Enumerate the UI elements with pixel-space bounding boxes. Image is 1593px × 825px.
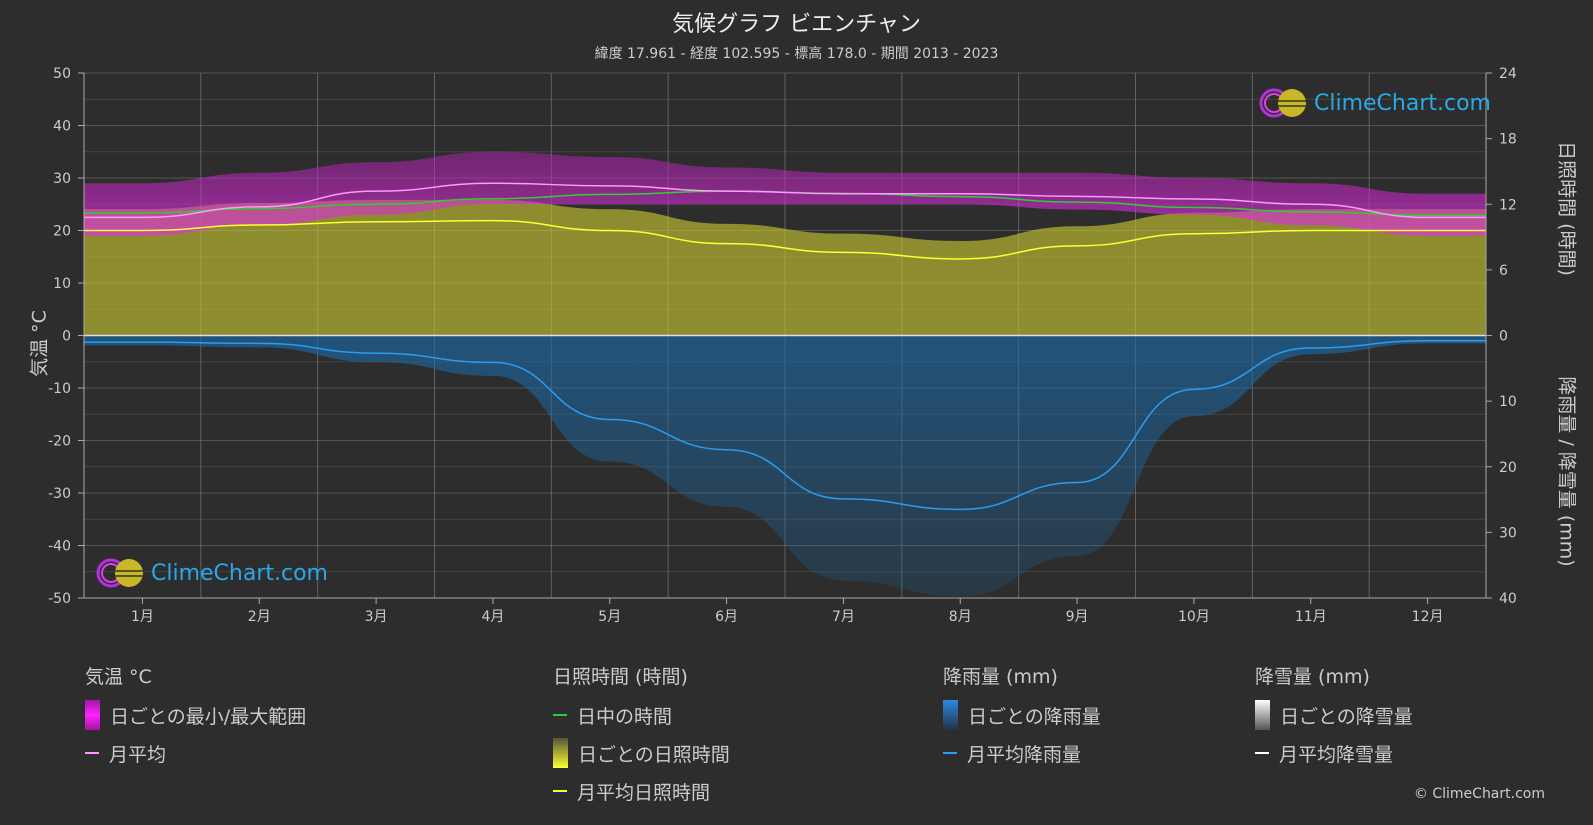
y-tick-label-temperature: -20 bbox=[48, 434, 71, 450]
y-tick-label-temperature: -50 bbox=[48, 591, 71, 607]
x-tick-label-month: 12月 bbox=[1412, 609, 1444, 625]
y-tick-label-precipitation: 40 bbox=[1499, 591, 1517, 607]
legend-rain: 降雨量 (mm) 日ごとの降雨量 月平均降雨量 bbox=[943, 662, 1101, 772]
y-tick-label-temperature: 40 bbox=[53, 119, 71, 135]
x-tick-label-month: 9月 bbox=[1066, 609, 1089, 625]
legend-item: 日ごとの日照時間 bbox=[553, 734, 730, 772]
legend-item: 日ごとの降雪量 bbox=[1255, 696, 1413, 734]
x-tick-label-month: 5月 bbox=[598, 609, 621, 625]
line-swatch-icon bbox=[85, 752, 99, 754]
y-axis-label-temperature: 気温 °C bbox=[28, 310, 51, 377]
line-swatch-icon bbox=[553, 790, 567, 792]
legend-header: 気温 °C bbox=[85, 666, 152, 688]
avg-sunshine-line bbox=[84, 219, 1486, 260]
legend-temperature: 気温 °C 日ごとの最小/最大範囲 月平均 bbox=[85, 662, 306, 772]
legend-label: 月平均 bbox=[109, 743, 167, 766]
copyright: © ClimeChart.com bbox=[1413, 786, 1545, 802]
legend-item: 日ごとの最小/最大範囲 bbox=[85, 696, 306, 734]
y-tick-label-temperature: -30 bbox=[48, 486, 71, 502]
y-tick-label-sunshine: 0 bbox=[1499, 329, 1508, 345]
x-tick-label-month: 4月 bbox=[481, 609, 504, 625]
legend-item: 月平均降雪量 bbox=[1255, 734, 1413, 772]
x-tick-label-month: 10月 bbox=[1178, 609, 1210, 625]
y-axis-label-sunshine: 日照時間 (時間) bbox=[1555, 141, 1578, 276]
climechart-logo-bottom: ClimeChart.com bbox=[95, 557, 328, 589]
x-tick-label-month: 3月 bbox=[365, 609, 388, 625]
x-tick-label-month: 8月 bbox=[949, 609, 972, 625]
legend-header: 降雨量 (mm) bbox=[943, 666, 1058, 688]
line-swatch-icon bbox=[553, 714, 567, 716]
avg-temperature-line bbox=[84, 182, 1486, 219]
logo-text: ClimeChart.com bbox=[1314, 90, 1491, 116]
line-swatch-icon bbox=[1255, 752, 1269, 754]
chart-subtitle: 緯度 17.961 - 経度 102.595 - 標高 178.0 - 期間 2… bbox=[594, 46, 999, 62]
legend-label: 日ごとの最小/最大範囲 bbox=[110, 705, 307, 728]
legend-item: 日ごとの降雨量 bbox=[943, 696, 1101, 734]
y-tick-label-precipitation: 10 bbox=[1499, 394, 1517, 410]
legend-label: 日ごとの降雪量 bbox=[1280, 705, 1413, 728]
daily-sunshine-area bbox=[84, 199, 1486, 336]
legend-label: 月平均降雨量 bbox=[967, 743, 1082, 766]
rain-swatch-icon bbox=[943, 700, 958, 730]
logo-text: ClimeChart.com bbox=[151, 560, 328, 586]
x-tick-label-month: 1月 bbox=[131, 609, 154, 625]
y-axis-label-precipitation: 降雨量 / 降雪量 (mm) bbox=[1555, 376, 1578, 567]
climate-chart: 50 40 30 20 10 0 -10 -20 -30 -40 -50 24 18 12 6 0 10 20 30… bbox=[48, 66, 1517, 625]
chart-title: 気候グラフ ビエンチャン bbox=[672, 12, 921, 37]
logo-globe-icon bbox=[1259, 88, 1306, 118]
y-tick-label-precipitation: 30 bbox=[1499, 525, 1517, 541]
x-tick-label-month: 6月 bbox=[715, 609, 738, 625]
y-tick-label-temperature: 0 bbox=[62, 329, 71, 345]
sunshine-swatch-icon bbox=[553, 738, 568, 768]
range-swatch-icon bbox=[85, 700, 100, 730]
line-swatch-icon bbox=[943, 752, 957, 754]
legend-label: 月平均日照時間 bbox=[577, 781, 711, 804]
legend-label: 日ごとの日照時間 bbox=[578, 743, 730, 766]
y-tick-label-temperature: 10 bbox=[53, 276, 71, 292]
legend-header: 降雪量 (mm) bbox=[1255, 666, 1370, 688]
y-tick-label-sunshine: 18 bbox=[1499, 132, 1517, 148]
legend-label: 日中の時間 bbox=[577, 705, 673, 728]
y-tick-label-precipitation: 20 bbox=[1499, 460, 1517, 476]
legend-snow: 降雪量 (mm) 日ごとの降雪量 月平均降雪量 bbox=[1255, 662, 1413, 772]
legend-item: 月平均 bbox=[85, 734, 306, 772]
legend-header: 日照時間 (時間) bbox=[553, 666, 688, 688]
y-tick-label-temperature: -40 bbox=[48, 539, 71, 555]
legend-sunshine: 日照時間 (時間) 日中の時間 日ごとの日照時間 月平均日照時間 bbox=[553, 662, 730, 810]
snow-swatch-icon bbox=[1255, 700, 1270, 730]
logo-globe-icon bbox=[96, 558, 143, 588]
y-tick-label-temperature: 30 bbox=[53, 171, 71, 187]
y-tick-label-temperature: 50 bbox=[53, 66, 71, 82]
x-tick-label-month: 2月 bbox=[248, 609, 271, 625]
legend-label: 月平均降雪量 bbox=[1279, 743, 1394, 766]
legend-item: 月平均日照時間 bbox=[553, 772, 730, 810]
avg-rain-line bbox=[83, 340, 1486, 511]
legend-item: 日中の時間 bbox=[553, 696, 730, 734]
climechart-logo-top: ClimeChart.com bbox=[1258, 87, 1491, 119]
x-tick-label-month: 11月 bbox=[1295, 609, 1327, 625]
y-tick-label-temperature: 20 bbox=[53, 224, 71, 240]
y-tick-label-sunshine: 24 bbox=[1499, 66, 1517, 82]
y-tick-label-temperature: -10 bbox=[48, 381, 71, 397]
legend-item: 月平均降雨量 bbox=[943, 734, 1101, 772]
temperature-range-band bbox=[84, 151, 1486, 236]
daily-rain-area bbox=[84, 335, 1486, 597]
y-tick-label-sunshine: 12 bbox=[1499, 197, 1517, 213]
y-tick-label-sunshine: 6 bbox=[1499, 263, 1508, 279]
x-tick-label-month: 7月 bbox=[832, 609, 855, 625]
legend-label: 日ごとの降雨量 bbox=[968, 705, 1101, 728]
